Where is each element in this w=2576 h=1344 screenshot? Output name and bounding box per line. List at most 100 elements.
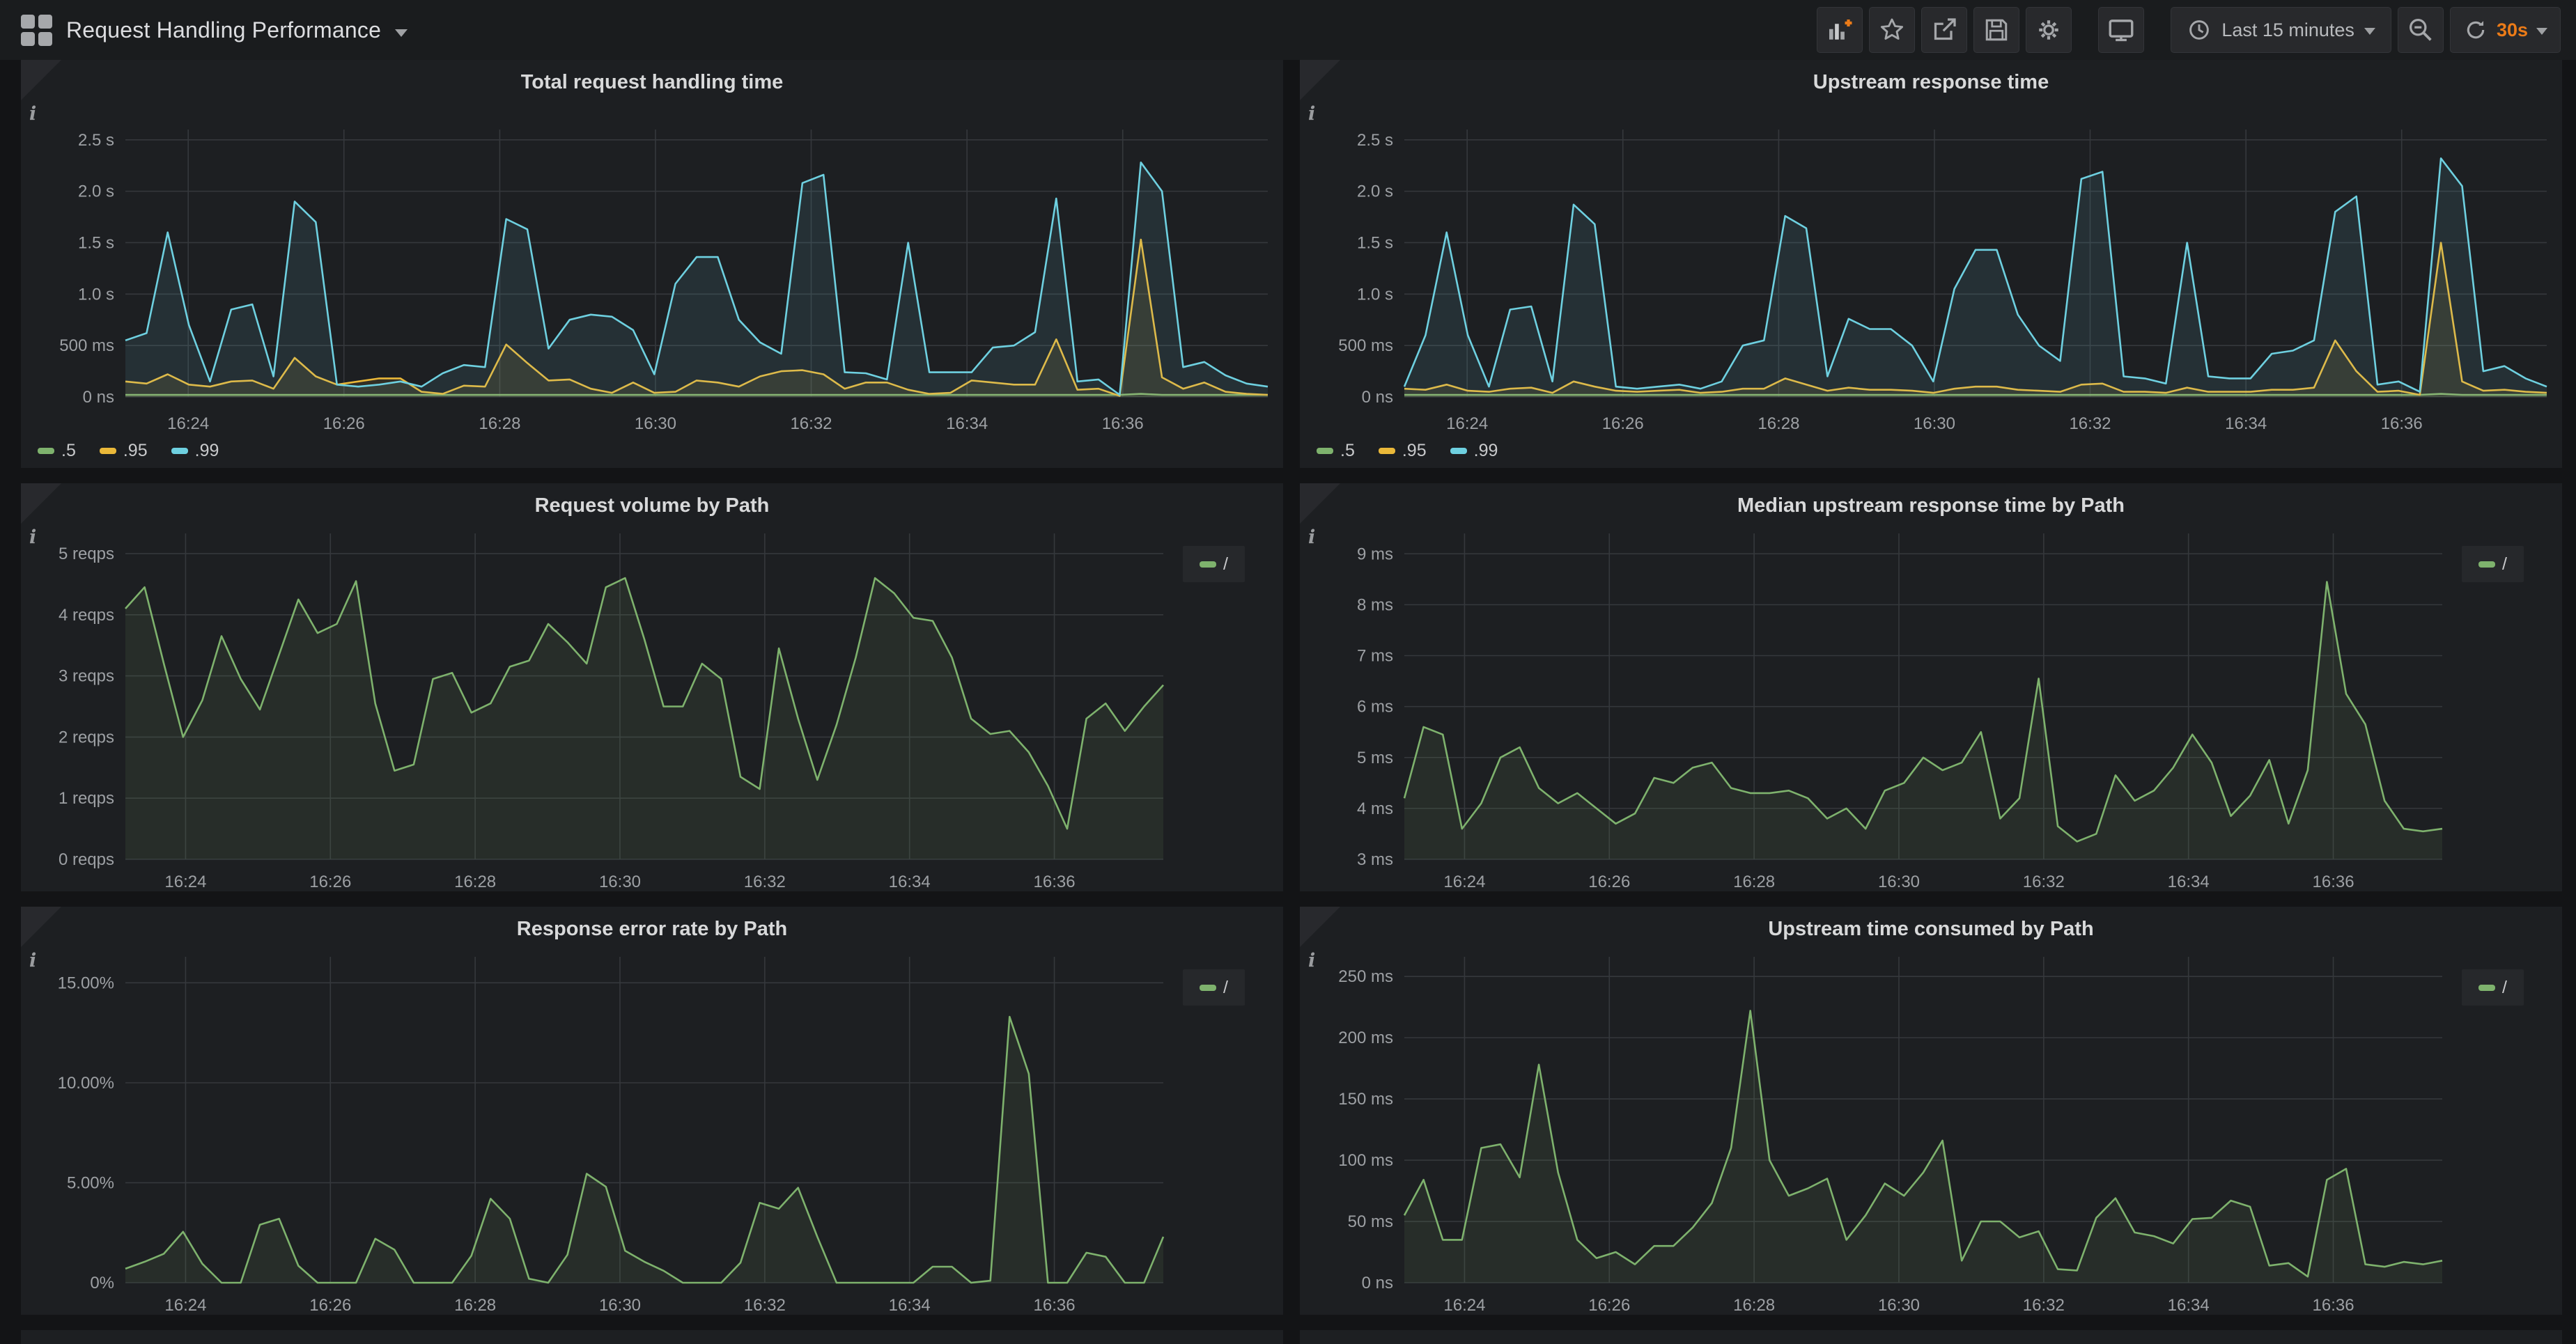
- svg-text:10.00%: 10.00%: [58, 1074, 114, 1093]
- svg-text:16:36: 16:36: [2381, 414, 2423, 433]
- legend-swatch-icon: [1200, 561, 1216, 568]
- dashboard-title[interactable]: Request Handling Performance: [66, 17, 382, 42]
- svg-text:0%: 0%: [90, 1274, 114, 1292]
- legend-item-[interactable]: /: [1200, 554, 1228, 575]
- svg-text:16:24: 16:24: [167, 414, 209, 433]
- svg-text:16:32: 16:32: [2069, 414, 2111, 433]
- legend-label: /: [1223, 977, 1228, 997]
- panel-info-corner[interactable]: i: [1300, 60, 1340, 125]
- svg-text:16:30: 16:30: [635, 414, 676, 433]
- save-icon: [1986, 19, 2008, 41]
- legend-item-5[interactable]: .5: [1317, 441, 1355, 461]
- legend-item-[interactable]: /: [1200, 978, 1228, 998]
- caret-down-icon: [2536, 28, 2547, 35]
- chart-legend: /: [2462, 969, 2524, 1006]
- panel-info-corner[interactable]: i: [1300, 483, 1340, 548]
- svg-text:16:30: 16:30: [1914, 414, 1955, 433]
- panel-title[interactable]: Request volume by Path: [534, 494, 770, 517]
- panel-title[interactable]: Upstream response time: [1813, 71, 2049, 93]
- svg-text:2.5 s: 2.5 s: [1357, 131, 1393, 150]
- legend-label: /: [2502, 554, 2507, 574]
- caret-down-icon[interactable]: [395, 29, 408, 37]
- save-button[interactable]: [1973, 7, 2020, 53]
- svg-text:9 ms: 9 ms: [1357, 545, 1393, 563]
- legend-item-99[interactable]: .99: [171, 441, 219, 461]
- legend-item-[interactable]: /: [2478, 554, 2507, 575]
- legend-label: /: [1223, 554, 1228, 574]
- chart-canvas[interactable]: 16:24 16:26 16:28 16:30 16:32 16:34 16:36 2.5 s…: [1300, 60, 2562, 468]
- svg-text:6 ms: 6 ms: [1357, 698, 1393, 717]
- info-icon: i: [29, 950, 37, 971]
- panel-partial-next-row: [1300, 1330, 2562, 1344]
- svg-text:16:28: 16:28: [1733, 1296, 1775, 1315]
- chart-canvas[interactable]: 16:24 16:26 16:28 16:30 16:32 16:34 16:36 15.00…: [21, 907, 1283, 1315]
- time-range-picker[interactable]: Last 15 minutes: [2171, 7, 2391, 53]
- grid-logo-icon[interactable]: [21, 14, 52, 46]
- svg-text:1 reqps: 1 reqps: [59, 789, 114, 808]
- navbar: Request Handling Performance: [0, 0, 2576, 60]
- legend-swatch-icon: [1317, 448, 1333, 454]
- svg-text:1.5 s: 1.5 s: [78, 233, 114, 252]
- legend-swatch-icon: [2478, 984, 2495, 991]
- info-icon: i: [29, 526, 37, 548]
- chart-canvas[interactable]: 16:24 16:26 16:28 16:30 16:32 16:34 16:36 9 ms 8…: [1300, 483, 2562, 891]
- panel-info-corner[interactable]: i: [21, 907, 61, 971]
- svg-text:16:36: 16:36: [1034, 873, 1076, 891]
- svg-text:16:30: 16:30: [599, 873, 641, 891]
- svg-text:16:24: 16:24: [164, 873, 206, 891]
- zoom-out-button[interactable]: [2397, 7, 2444, 53]
- add-panel-button[interactable]: [1817, 7, 1863, 53]
- legend-item-99[interactable]: .99: [1450, 441, 1498, 461]
- star-button[interactable]: [1869, 7, 1916, 53]
- refresh-picker[interactable]: 30s: [2449, 7, 2561, 53]
- panel-info-corner[interactable]: i: [1300, 907, 1340, 971]
- panel-title[interactable]: Median upstream response time by Path: [1737, 494, 2125, 517]
- svg-text:16:32: 16:32: [744, 873, 786, 891]
- chart-legend: .5 .95 .99: [38, 441, 219, 461]
- legend-label: .95: [123, 441, 148, 460]
- svg-text:16:24: 16:24: [1443, 1296, 1485, 1315]
- svg-text:7 ms: 7 ms: [1357, 647, 1393, 666]
- svg-text:100 ms: 100 ms: [1338, 1151, 1393, 1170]
- svg-text:16:26: 16:26: [1602, 414, 1644, 433]
- svg-text:5.00%: 5.00%: [67, 1173, 114, 1192]
- legend-swatch-icon: [99, 448, 116, 454]
- svg-text:3 ms: 3 ms: [1357, 850, 1393, 869]
- svg-text:50 ms: 50 ms: [1348, 1212, 1393, 1231]
- chart-canvas[interactable]: 16:24 16:26 16:28 16:30 16:32 16:34 16:36 5 req…: [21, 483, 1283, 891]
- legend-item-95[interactable]: .95: [99, 441, 148, 461]
- chart-canvas[interactable]: 16:24 16:26 16:28 16:30 16:32 16:34 16:36 2.5 s…: [21, 60, 1283, 468]
- svg-text:2 reqps: 2 reqps: [59, 728, 114, 747]
- svg-text:5 ms: 5 ms: [1357, 749, 1393, 767]
- legend-label: .95: [1402, 441, 1427, 460]
- legend-item-95[interactable]: .95: [1378, 441, 1427, 461]
- svg-text:8 ms: 8 ms: [1357, 595, 1393, 614]
- panel-title[interactable]: Upstream time consumed by Path: [1768, 918, 2094, 940]
- legend-swatch-icon: [1378, 448, 1395, 454]
- svg-text:16:32: 16:32: [790, 414, 832, 433]
- svg-text:16:34: 16:34: [2225, 414, 2267, 433]
- panel-title[interactable]: Response error rate by Path: [516, 918, 788, 940]
- legend-item-[interactable]: /: [2478, 978, 2507, 998]
- svg-text:16:34: 16:34: [2168, 1296, 2210, 1315]
- panel-upstream-time-consumed-by-path: i Upstream time consumed by Path 16:24 16…: [1300, 907, 2562, 1315]
- svg-text:16:30: 16:30: [599, 1296, 641, 1315]
- legend-swatch-icon: [38, 448, 54, 454]
- panel-title[interactable]: Total request handling time: [520, 71, 784, 93]
- svg-text:16:36: 16:36: [2313, 873, 2354, 891]
- panel-info-corner[interactable]: i: [21, 483, 61, 548]
- legend-swatch-icon: [2478, 561, 2495, 568]
- star-icon: [1881, 18, 1904, 40]
- svg-text:0 ns: 0 ns: [1362, 1274, 1393, 1292]
- svg-text:2.5 s: 2.5 s: [78, 131, 114, 150]
- svg-text:16:26: 16:26: [1588, 873, 1630, 891]
- share-button[interactable]: [1921, 7, 1968, 53]
- panel-total-request-handling-time: i Total request handling time 16:24 16:26…: [21, 60, 1283, 468]
- legend-item-5[interactable]: .5: [38, 441, 76, 461]
- settings-button[interactable]: [2026, 7, 2072, 53]
- legend-label: .5: [1340, 441, 1355, 460]
- svg-text:2.0 s: 2.0 s: [78, 182, 114, 201]
- chart-canvas[interactable]: 16:24 16:26 16:28 16:30 16:32 16:34 16:36 250 m…: [1300, 907, 2562, 1315]
- tv-mode-button[interactable]: [2098, 7, 2145, 53]
- panel-info-corner[interactable]: i: [21, 60, 61, 125]
